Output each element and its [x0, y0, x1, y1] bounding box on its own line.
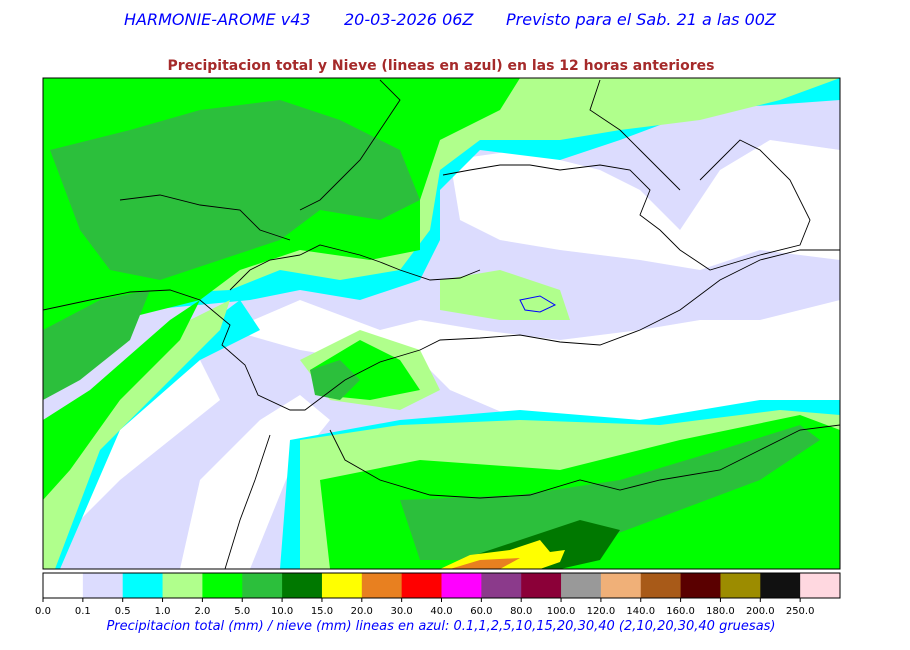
colorbar-tick-label: 1.0 — [155, 606, 171, 617]
border — [299, 244, 481, 281]
colorbar-tick-label: 160.0 — [666, 606, 695, 617]
run-label: 20-03-2026 06Z — [344, 10, 474, 29]
border — [329, 424, 840, 499]
colorbar-swatch — [401, 573, 442, 598]
colorbar-swatch — [640, 573, 682, 598]
colorbar-tick-label: 100.0 — [547, 606, 576, 617]
dry-area — [450, 140, 840, 270]
colorbar-tick-label: 30.0 — [391, 606, 413, 617]
colorbar-swatch — [361, 573, 403, 598]
colorbar-swatch — [202, 573, 243, 598]
border — [119, 194, 291, 241]
colorbar-tick-label: 15.0 — [311, 606, 333, 617]
colorbar-tick-label: 0.5 — [115, 606, 131, 617]
colorbar-tick-label: 140.0 — [626, 606, 655, 617]
colorbar: 0.0 0.1 0.5 1.0 2.0 5.0 10.0 15.0 20.0 30.0 40.0 60… — [35, 573, 841, 617]
colorbar-swatch — [122, 573, 164, 598]
colorbar-tick-label: 250.0 — [786, 606, 815, 617]
colorbar-swatch — [481, 573, 522, 598]
colorbar-swatch — [680, 573, 721, 598]
map — [43, 78, 840, 569]
colorbar-swatch — [162, 573, 203, 598]
precip-area — [310, 360, 360, 400]
colorbar-tick-label: 0.1 — [75, 606, 91, 617]
colorbar-tick-label: 20.0 — [351, 606, 373, 617]
subtitle: Precipitacion total y Nieve (lineas en a… — [168, 58, 715, 74]
dry-area — [230, 300, 840, 440]
colorbar-tick-label: 5.0 — [234, 606, 250, 617]
colorbar-swatch — [561, 573, 602, 598]
dry-area — [80, 360, 220, 520]
model-label: HARMONIE-AROME v43 — [124, 10, 311, 29]
colorbar-swatch — [441, 573, 482, 598]
colorbar-tick-label: 120.0 — [587, 606, 616, 617]
colorbar-tick-label: 60.0 — [470, 606, 492, 617]
colorbar-swatch — [321, 573, 363, 598]
colorbar-swatch — [521, 573, 562, 598]
forecast-label: Previsto para el Sab. 21 a las 00Z — [506, 10, 777, 29]
snow-contour — [519, 295, 557, 313]
coastline — [43, 249, 840, 411]
colorbar-tick-label: 0.0 — [35, 606, 51, 617]
colorbar-tick-label: 180.0 — [706, 606, 735, 617]
precip-area — [43, 300, 200, 500]
border — [589, 79, 681, 191]
precip-area — [43, 290, 150, 400]
precip-area — [50, 100, 420, 280]
coastline — [442, 139, 811, 271]
colorbar-frame — [42, 572, 841, 599]
precip-area — [450, 558, 520, 569]
colorbar-swatch — [43, 573, 84, 598]
colorbar-tick-label: 2.0 — [194, 606, 210, 617]
precip-area — [440, 540, 565, 569]
colorbar-swatch — [282, 573, 323, 598]
border — [299, 79, 401, 211]
colorbar-tick-label: 200.0 — [746, 606, 775, 617]
colorbar-tick-label: 80.0 — [510, 606, 532, 617]
colorbar-swatch — [242, 573, 283, 598]
dry-area — [180, 395, 330, 569]
precip-area — [440, 270, 570, 320]
caption: Precipitacion total (mm) / nieve (mm) li… — [106, 619, 775, 634]
colorbar-swatch — [600, 573, 642, 598]
precip-area — [400, 425, 820, 560]
border — [224, 434, 271, 569]
colorbar-tick-label: 40.0 — [430, 606, 452, 617]
colorbar-swatch — [720, 573, 761, 598]
map-frame — [42, 77, 841, 570]
colorbar-tick-label: 10.0 — [271, 606, 293, 617]
border — [229, 254, 301, 291]
colorbar-swatch — [760, 573, 801, 598]
colorbar-swatch — [82, 573, 124, 598]
colorbar-swatch — [800, 573, 841, 598]
